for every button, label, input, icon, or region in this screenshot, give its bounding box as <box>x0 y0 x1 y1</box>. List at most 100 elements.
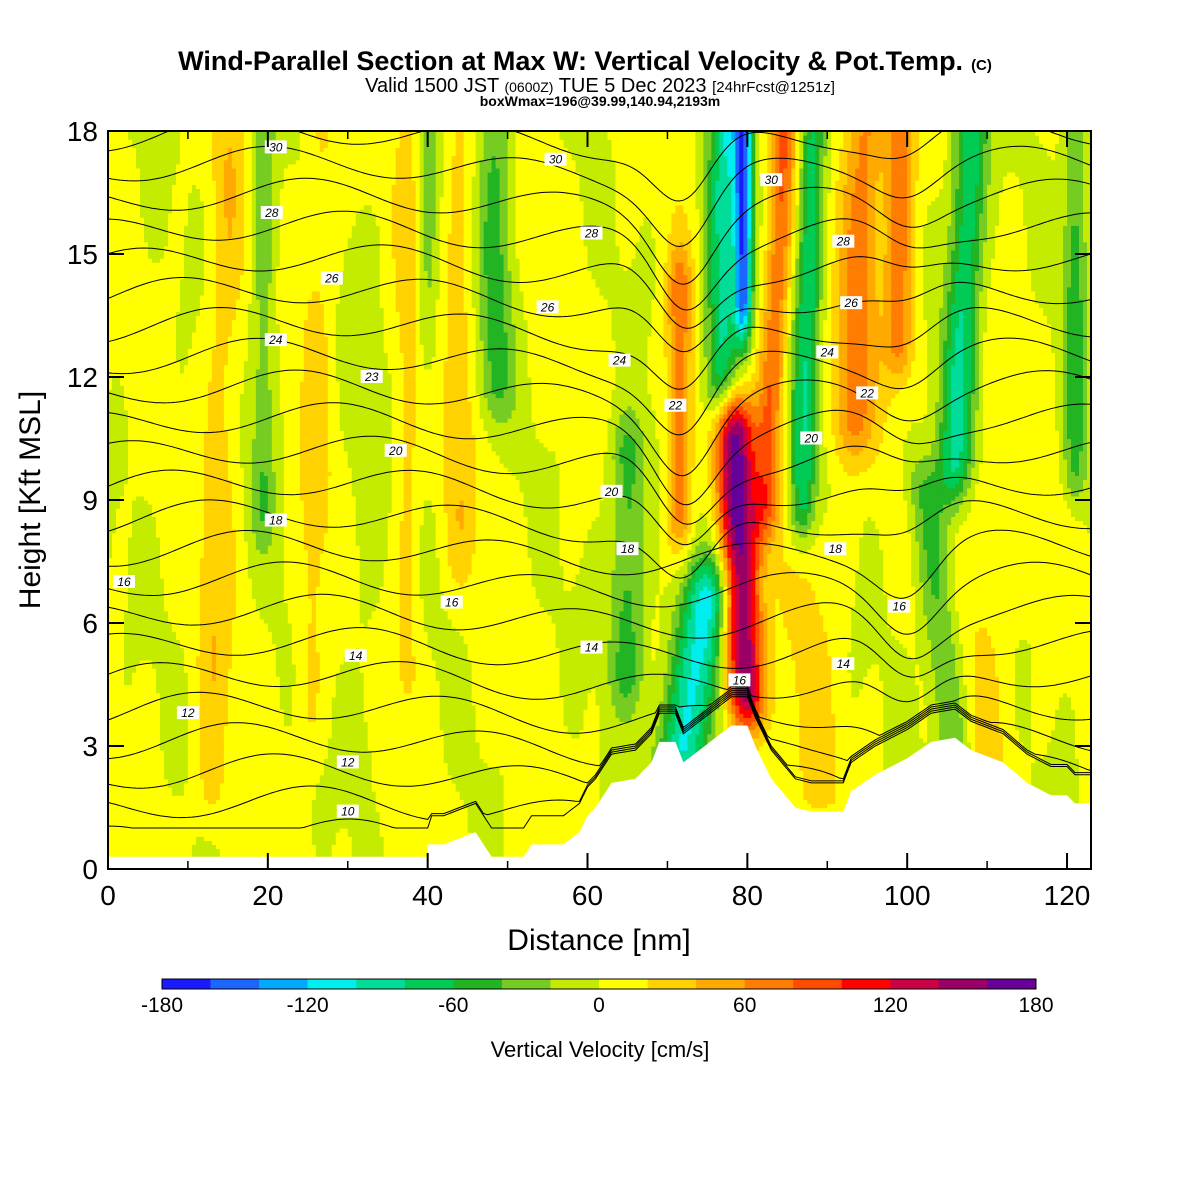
w-cell <box>127 815 133 821</box>
w-cell <box>175 647 181 653</box>
w-cell <box>155 286 161 292</box>
w-cell <box>119 167 125 173</box>
w-cell <box>195 696 201 702</box>
w-cell <box>135 795 141 800</box>
w-cell <box>171 762 177 768</box>
w-cell <box>123 819 129 825</box>
w-cell <box>159 774 165 780</box>
w-cell <box>112 274 117 280</box>
w-cell <box>115 508 121 513</box>
w-cell <box>195 561 201 567</box>
w-cell <box>179 528 185 534</box>
w-cell <box>139 237 145 243</box>
w-cell <box>187 139 193 144</box>
w-cell <box>203 249 209 255</box>
w-cell <box>115 762 121 768</box>
w-cell <box>123 196 129 202</box>
w-cell <box>108 520 113 526</box>
w-cell <box>151 553 157 558</box>
w-cell <box>119 340 125 345</box>
w-cell <box>215 413 221 419</box>
w-cell <box>151 450 157 456</box>
w-cell <box>195 807 201 813</box>
w-cell <box>167 274 173 280</box>
w-cell <box>159 799 165 804</box>
w-cell <box>171 787 177 792</box>
w-cell <box>199 836 205 841</box>
w-cell <box>143 741 149 747</box>
w-cell <box>203 303 209 308</box>
w-cell <box>171 782 177 788</box>
w-cell <box>131 594 137 599</box>
w-cell <box>123 692 129 698</box>
w-cell <box>139 483 145 489</box>
w-cell <box>175 344 181 349</box>
w-cell <box>119 664 125 669</box>
w-cell <box>147 208 153 214</box>
w-cell <box>112 832 117 837</box>
w-cell <box>108 795 113 800</box>
w-cell <box>127 705 133 710</box>
w-cell <box>191 520 197 526</box>
w-cell <box>115 733 121 739</box>
w-cell <box>112 159 117 165</box>
w-cell <box>139 541 145 546</box>
w-cell <box>175 639 181 645</box>
w-cell <box>139 828 145 833</box>
w-cell <box>159 454 165 460</box>
w-cell <box>211 491 217 497</box>
w-cell <box>203 541 209 546</box>
w-cell <box>191 746 197 751</box>
w-cell <box>155 819 161 825</box>
w-cell <box>115 557 121 563</box>
w-cell <box>207 135 213 140</box>
w-cell <box>147 840 153 845</box>
w-cell <box>195 541 201 546</box>
w-cell <box>191 167 197 173</box>
w-cell <box>123 418 129 423</box>
w-cell <box>167 286 173 292</box>
w-cell <box>163 487 169 493</box>
w-cell <box>135 381 141 386</box>
w-cell <box>179 442 185 448</box>
w-cell <box>183 811 189 817</box>
w-cell <box>147 844 153 850</box>
w-cell <box>131 729 137 735</box>
w-cell <box>203 598 209 604</box>
w-cell <box>207 717 213 722</box>
w-cell <box>115 258 121 263</box>
w-cell <box>179 651 185 657</box>
w-cell <box>163 266 169 271</box>
w-cell <box>167 471 173 476</box>
w-cell <box>143 819 149 825</box>
w-cell <box>147 524 153 530</box>
w-cell <box>195 249 201 255</box>
w-cell <box>183 204 189 210</box>
w-cell <box>167 307 173 312</box>
w-cell <box>115 131 121 136</box>
w-cell <box>215 524 221 530</box>
w-cell <box>155 828 161 833</box>
w-cell <box>171 590 177 595</box>
w-cell <box>127 754 133 759</box>
w-cell <box>123 295 129 300</box>
w-cell <box>135 344 141 349</box>
w-cell <box>175 557 181 563</box>
w-cell <box>171 536 177 542</box>
w-cell <box>191 213 197 218</box>
w-cell <box>211 729 217 735</box>
w-cell <box>119 348 125 353</box>
w-cell <box>183 282 189 288</box>
w-cell <box>108 311 113 317</box>
w-cell <box>179 319 185 325</box>
w-cell <box>127 565 133 571</box>
w-cell <box>207 327 213 333</box>
w-cell <box>112 623 117 628</box>
w-cell <box>139 299 145 304</box>
w-cell <box>131 557 137 563</box>
w-cell <box>147 401 153 407</box>
w-cell <box>108 393 113 399</box>
w-cell <box>183 249 189 255</box>
w-cell <box>179 348 185 353</box>
w-cell <box>199 795 205 800</box>
